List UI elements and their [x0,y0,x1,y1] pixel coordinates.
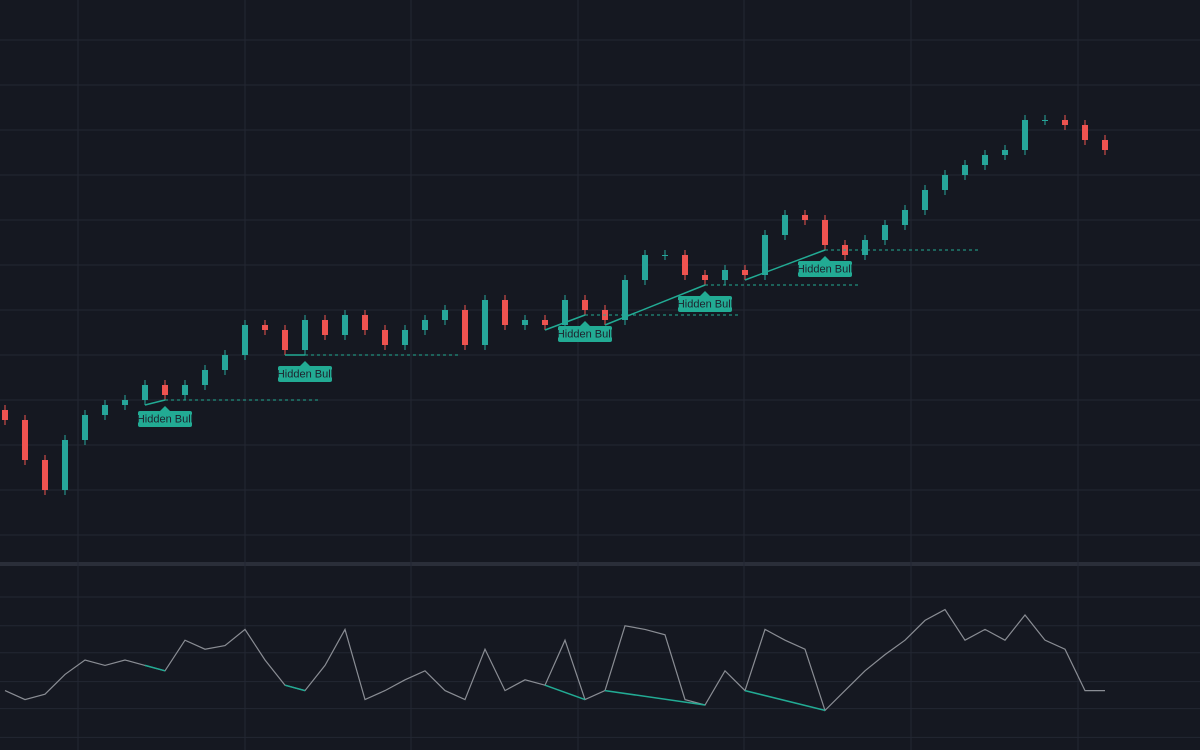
candle-body [362,315,368,330]
divergence-price [604,284,706,326]
candle-body [302,320,308,350]
divergence-label: Hidden Bull [557,328,613,340]
divergence-price [544,314,586,331]
candle-body [562,300,568,325]
candle-body [942,175,948,190]
label-box [798,261,852,277]
candle-body [622,280,628,320]
candle-body [962,165,968,175]
candle-body [102,405,108,415]
candle-body [142,385,148,400]
candle-body [722,270,728,280]
label-box [558,326,612,342]
candle-body [242,325,248,355]
label-pointer [820,256,830,261]
label-pointer [580,321,590,326]
label-box [678,296,732,312]
candle-body [402,330,408,345]
candle-body [502,300,508,325]
divergence-oscillator [744,689,826,712]
candle-body [1022,120,1028,150]
candle-body [922,190,928,210]
divergence-oscillator [144,664,166,672]
candle-body [802,215,808,220]
label-box [138,411,192,427]
candle-body [882,225,888,240]
candle-body [482,300,488,345]
divergence-label: Hidden Bull [677,298,733,310]
divergence-oscillator [544,684,586,701]
candle-body [642,255,648,280]
candle-body [1042,120,1048,121]
candle-body [262,325,268,330]
candle-body [162,385,168,395]
divergence-label: Hidden Bull [277,368,333,380]
divergence-label: Hidden Bull [137,413,193,425]
candle-body [122,400,128,405]
divergence-label: Hidden Bull [797,263,853,275]
candle-body [322,320,328,335]
candle-body [202,370,208,385]
candle-body [762,235,768,275]
candle-body [1062,120,1068,125]
candle-body [662,255,668,256]
divergence-price [144,399,166,406]
candle-body [1002,150,1008,155]
candle-body [2,410,8,420]
candle-body [682,255,688,275]
candle-body [82,415,88,440]
candle-body [822,220,828,245]
candle-body [282,330,288,350]
candle-body [1082,125,1088,140]
candle-body [742,270,748,275]
candle-body [542,320,548,325]
oscillator-line [4,608,1105,712]
label-box [278,366,332,382]
candle-body [22,420,28,460]
candle-body [442,310,448,320]
candle-body [862,240,868,255]
candle-body [422,320,428,330]
candle-body [342,315,348,335]
label-pointer [160,406,170,411]
candle-body [462,310,468,345]
pane-separator [0,562,1200,566]
divergence-oscillator [284,684,306,692]
candle-body [222,355,228,370]
candle-body [782,215,788,235]
candle-body [522,320,528,325]
label-pointer [300,361,310,366]
candle-body [902,210,908,225]
label-pointer [700,291,710,296]
candle-body [382,330,388,345]
candle-body [42,460,48,490]
candle-body [1102,140,1108,150]
candle-body [582,300,588,310]
divergence-oscillator [604,689,706,706]
candle-body [702,275,708,280]
candle-body [982,155,988,165]
candle-body [62,440,68,490]
divergence-price [744,249,826,281]
candle-body [182,385,188,395]
